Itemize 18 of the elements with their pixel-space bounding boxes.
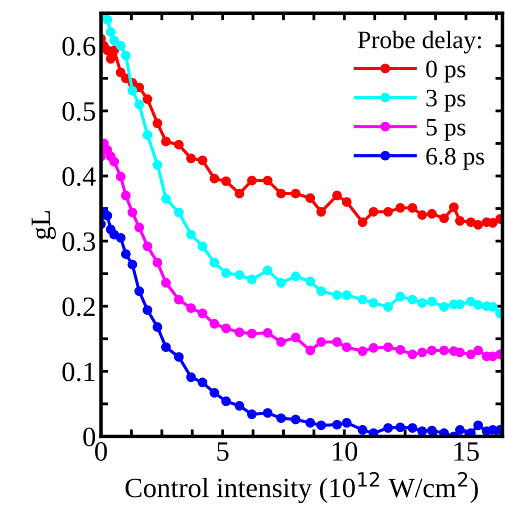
y-tick-label: 0.3 xyxy=(62,232,96,252)
legend-title: Probe delay: xyxy=(358,30,481,54)
y-tick-label: 0.4 xyxy=(62,167,96,186)
legend-label: 3 ps xyxy=(426,90,466,112)
y-tick-label: 0.2 xyxy=(62,297,95,316)
y-tick-label: 0 xyxy=(83,428,96,446)
x-tick-label: 5 xyxy=(217,442,229,461)
x-axis-title: Control intensity (10$^{12}$ W/cm$^{2}$) xyxy=(126,472,478,504)
y-tick-label: 0.6 xyxy=(62,36,96,56)
y-axis-title: gL xyxy=(32,211,56,240)
y-tick-label: 0.5 xyxy=(62,102,96,121)
x-tick-label: 15 xyxy=(454,442,479,461)
y-tick-label: 0.1 xyxy=(62,362,94,382)
legend-label: 5 ps xyxy=(426,118,466,141)
legend-label: 0 ps xyxy=(426,60,466,83)
x-tick-label: 0 xyxy=(95,442,107,461)
legend-label: 6.8 ps xyxy=(426,148,484,170)
x-tick-label: 10 xyxy=(332,442,358,461)
